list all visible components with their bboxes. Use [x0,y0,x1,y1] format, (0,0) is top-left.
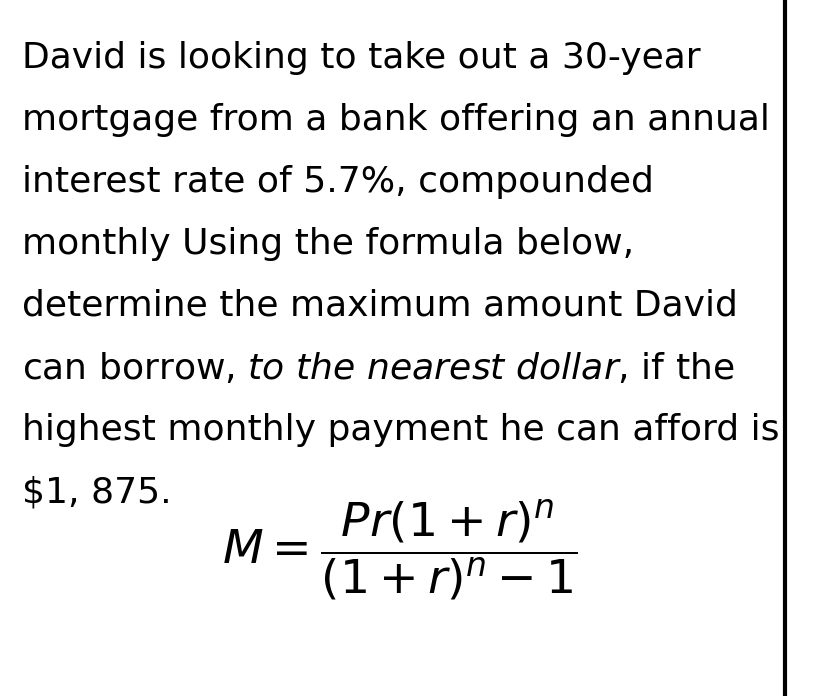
Text: monthly Using the formula below,: monthly Using the formula below, [22,227,633,261]
Text: interest rate of 5.7%, compounded: interest rate of 5.7%, compounded [22,165,653,199]
Text: David is looking to take out a 30-year: David is looking to take out a 30-year [22,41,700,75]
Text: $M = \dfrac{Pr(1+r)^{n}}{(1+r)^{n}-1}$: $M = \dfrac{Pr(1+r)^{n}}{(1+r)^{n}-1}$ [222,498,577,603]
Text: highest monthly payment he can afford is: highest monthly payment he can afford is [22,413,778,447]
Text: can borrow, $\mathit{to\ the\ nearest\ dollar}$, if the: can borrow, $\mathit{to\ the\ nearest\ d… [22,351,734,386]
Text: mortgage from a bank offering an annual: mortgage from a bank offering an annual [22,103,769,137]
Text: determine the maximum amount David: determine the maximum amount David [22,289,737,323]
Text: $1, 875.: $1, 875. [22,475,171,509]
